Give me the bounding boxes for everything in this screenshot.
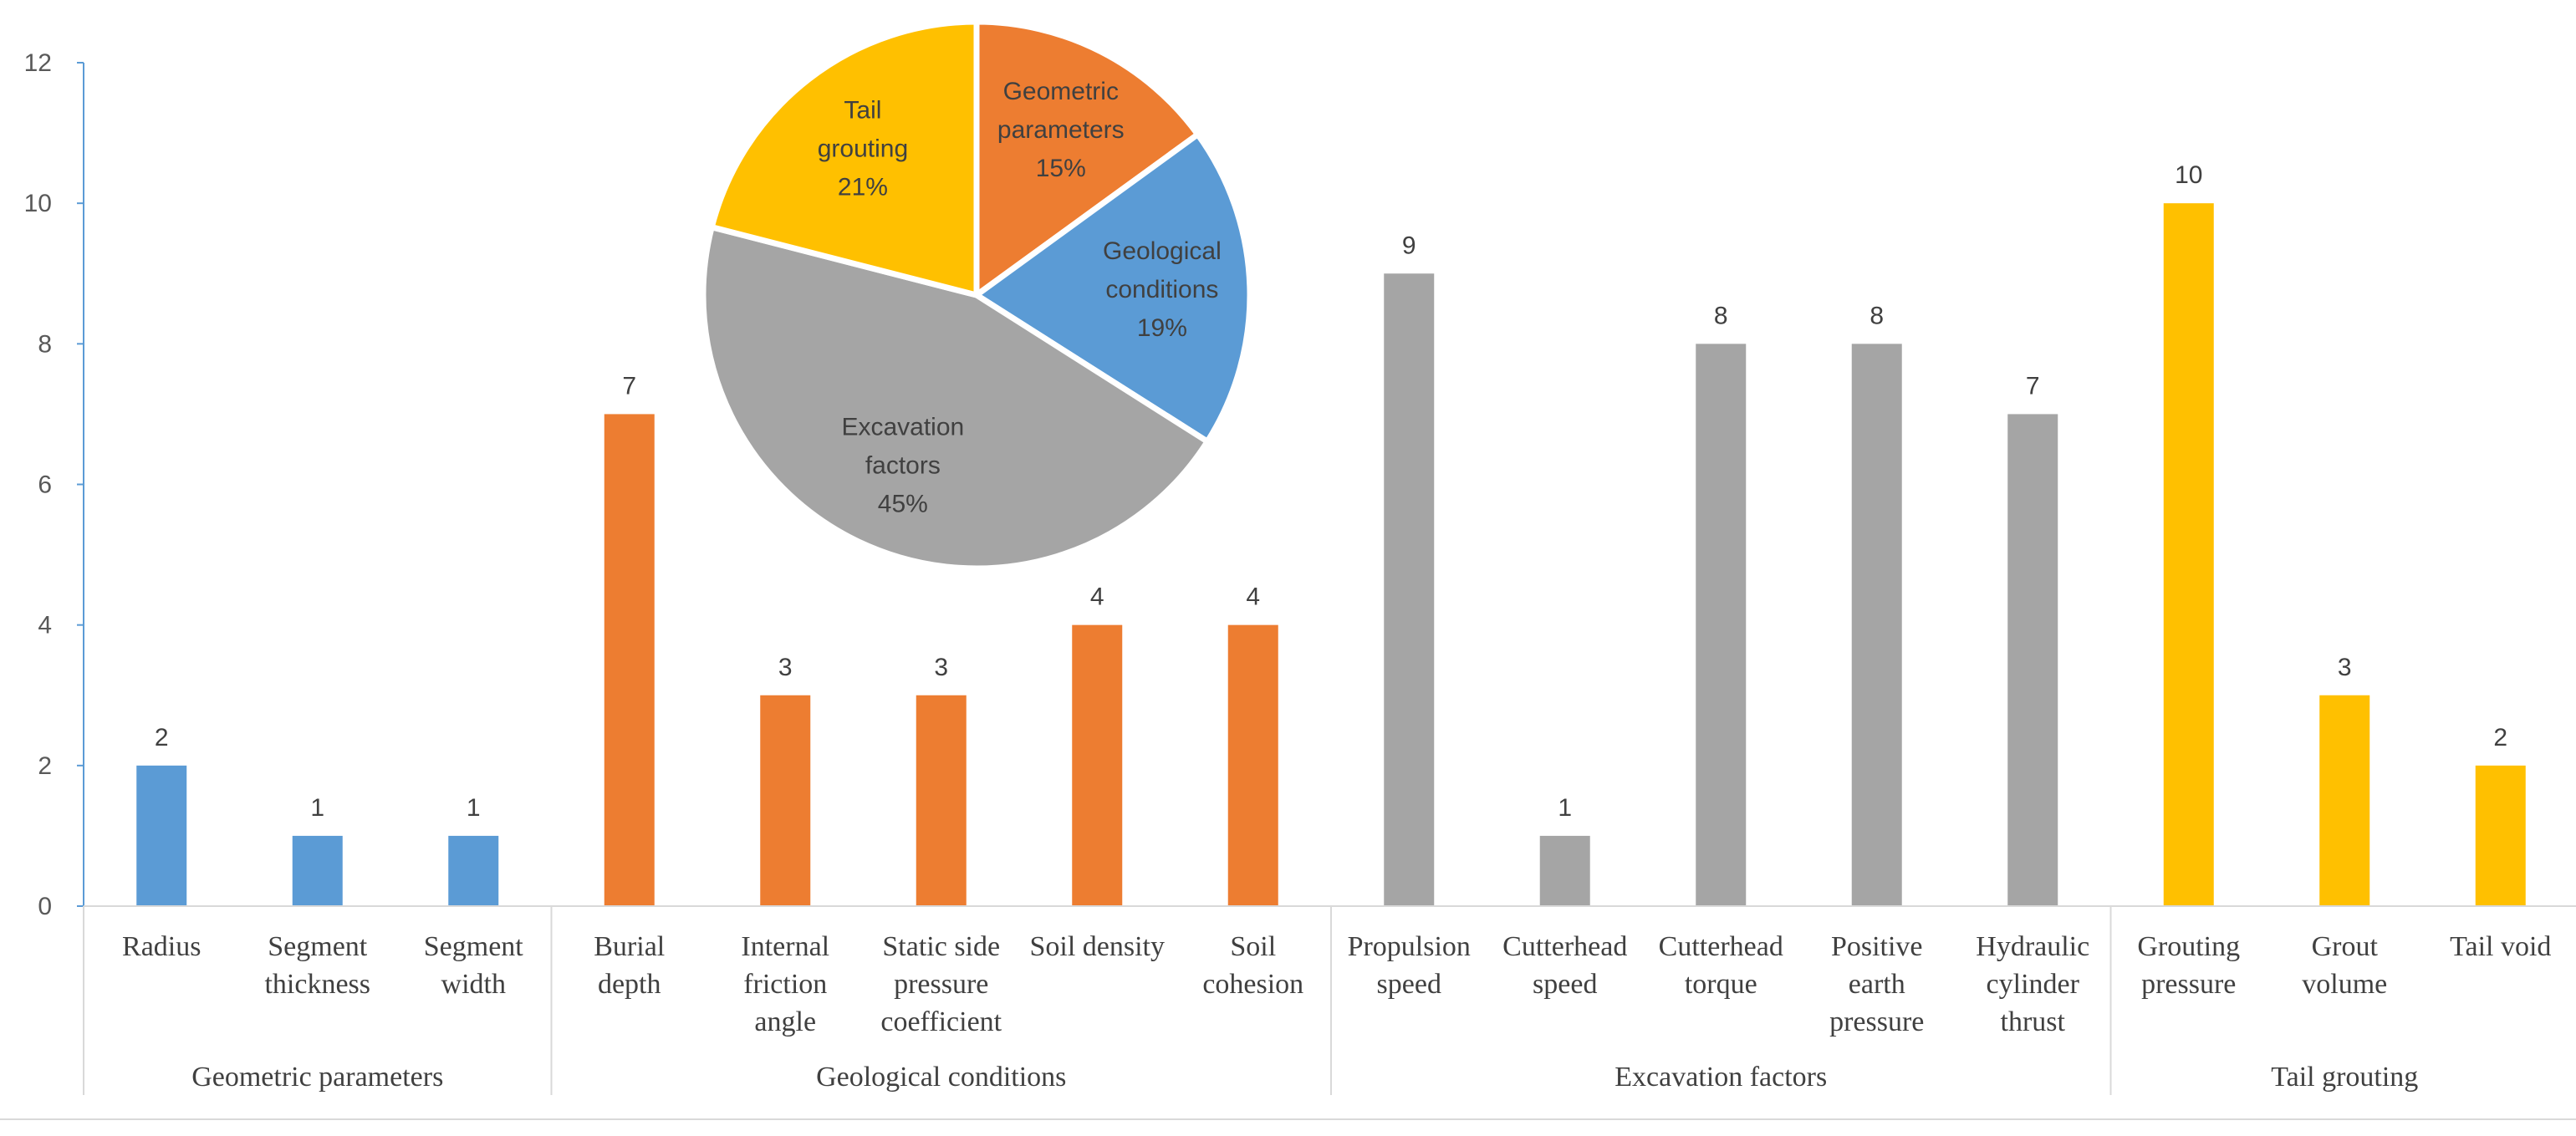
category-label: cohesion — [1202, 969, 1303, 1000]
data-label: 7 — [2026, 372, 2040, 400]
data-label: 4 — [1246, 583, 1260, 611]
pie-slice-tail-grouting — [708, 18, 980, 298]
category-label: pressure — [894, 969, 988, 1000]
category-label: Internal — [741, 931, 829, 962]
category-label: depth — [598, 969, 661, 1000]
bar-static-side-pressure-coefficient — [916, 695, 967, 906]
data-label: 7 — [622, 372, 636, 400]
category-label: coefficient — [880, 1006, 1002, 1037]
pie-label: 45% — [878, 491, 928, 518]
category-label: Radius — [122, 931, 201, 962]
data-label: 3 — [778, 654, 793, 681]
y-tick-label: 2 — [38, 752, 52, 780]
pie-label: Tail — [844, 97, 881, 125]
y-tick-label: 0 — [38, 893, 52, 920]
bar-propulsion-speed — [1384, 273, 1435, 906]
pie-slice-excavation-factors — [700, 224, 1211, 572]
bar-internal-friction-angle — [760, 695, 811, 906]
bar-segment-thickness — [292, 835, 343, 906]
category-label: width — [441, 969, 506, 1000]
data-label: 1 — [467, 794, 481, 822]
category-label: thickness — [264, 969, 370, 1000]
category-label: angle — [754, 1006, 816, 1037]
group-label-geological-conditions: Geological conditions — [816, 1062, 1066, 1093]
category-label: torque — [1685, 969, 1757, 1000]
pie-chart: Geometric parameters 15% Geological conditio… — [700, 18, 1253, 572]
pie-label: 19% — [1137, 314, 1187, 342]
data-label: 3 — [2338, 654, 2352, 681]
data-label: 8 — [1870, 302, 1884, 329]
category-label: Soil density — [1029, 931, 1165, 962]
category-label: Cutterhead — [1659, 931, 1783, 962]
y-tick-label: 12 — [24, 49, 52, 77]
bar-soil-density — [1072, 624, 1123, 906]
data-label: 10 — [2175, 161, 2202, 189]
pie-label: Geometric — [1003, 78, 1119, 105]
category-label: earth — [1849, 969, 1905, 1000]
bar-soil-cohesion — [1227, 624, 1278, 906]
bar-segment-width — [448, 835, 499, 906]
category-label: Segment — [268, 931, 368, 962]
data-label: 9 — [1402, 232, 1416, 259]
category-label: speed — [1533, 969, 1597, 1000]
category-label: Burial — [594, 931, 665, 962]
category-label: Grout — [2312, 931, 2379, 962]
group-label-excavation-factors: Excavation factors — [1614, 1062, 1827, 1093]
category-label: volume — [2302, 969, 2387, 1000]
pie-slice-geological-conditions — [973, 131, 1253, 445]
bar-grout-volume — [2319, 695, 2370, 906]
category-label: Tail void — [2450, 931, 2551, 962]
pie-slice-geometric-parameters — [973, 18, 1201, 298]
bar-radius — [136, 765, 187, 906]
data-label: 2 — [155, 724, 169, 751]
y-tick-label: 6 — [38, 471, 52, 499]
y-axis: 0 2 4 6 8 10 12 — [24, 49, 84, 920]
category-label: Segment — [424, 931, 524, 962]
category-label: Hydraulic — [1976, 931, 2089, 962]
data-label: 8 — [1714, 302, 1728, 329]
pie-label: parameters — [997, 116, 1125, 144]
category-label: Static side — [882, 931, 1000, 962]
bar-positive-earth-pressure — [1851, 344, 1902, 906]
data-label: 1 — [1558, 794, 1572, 822]
bar-cutterhead-torque — [1696, 344, 1747, 906]
pie-label: 15% — [1036, 155, 1086, 182]
y-tick-label: 10 — [24, 190, 52, 217]
bar-grouting-pressure — [2163, 203, 2214, 906]
data-label: 4 — [1090, 583, 1104, 611]
pie-label: factors — [865, 452, 941, 480]
bar-hydraulic-cylinder-thrust — [2007, 414, 2058, 907]
category-label: thrust — [2001, 1006, 2066, 1037]
pie-label: Excavation — [841, 414, 964, 441]
pie-label: 21% — [838, 174, 888, 201]
data-label: 3 — [934, 654, 948, 681]
pie-label: Geological — [1103, 237, 1222, 265]
category-label: Positive — [1831, 931, 1923, 962]
category-label: Soil — [1230, 931, 1276, 962]
bar-burial-depth — [604, 414, 655, 907]
x-axis: Radius Segment thickness Segment width Geomet… — [83, 905, 2576, 1095]
bar-tail-void — [2475, 765, 2526, 906]
y-tick-label: 8 — [38, 330, 52, 358]
y-tick-label: 4 — [38, 612, 52, 639]
group-label-tail-grouting: Tail grouting — [2271, 1062, 2418, 1093]
category-label: pressure — [1829, 1006, 1924, 1037]
category-label: friction — [743, 969, 827, 1000]
group-label-geometric-parameters: Geometric parameters — [191, 1062, 443, 1093]
pie-label: conditions — [1105, 276, 1218, 303]
data-label: 1 — [310, 794, 324, 822]
bar-cutterhead-speed — [1539, 835, 1590, 906]
pie-label: grouting — [818, 135, 908, 163]
category-label: pressure — [2141, 969, 2236, 1000]
data-label: 2 — [2493, 724, 2507, 751]
category-label: Grouting — [2137, 931, 2240, 962]
category-label: cylinder — [1987, 969, 2080, 1000]
category-label: Cutterhead — [1502, 931, 1627, 962]
category-label: Propulsion — [1348, 931, 1471, 962]
category-label: speed — [1377, 969, 1441, 1000]
